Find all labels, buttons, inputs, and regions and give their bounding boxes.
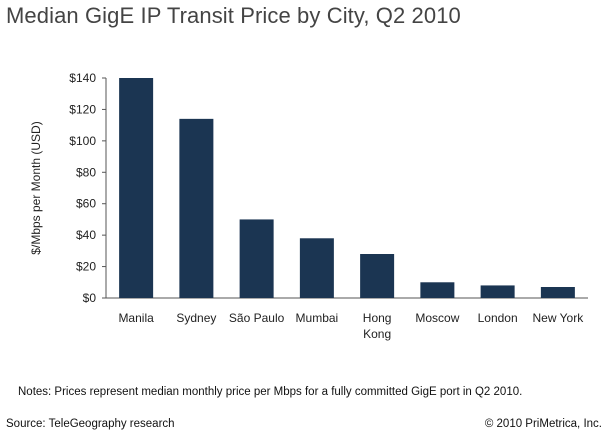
x-tick-label: Manila	[118, 311, 154, 325]
x-tick-label: São Paulo	[229, 311, 285, 325]
y-tick-label: $120	[69, 102, 96, 116]
copyright: © 2010 PriMetrica, Inc.	[484, 418, 602, 430]
bar	[360, 254, 395, 298]
x-tick-label: Mumbai	[296, 311, 339, 325]
y-tick-label: $60	[76, 197, 96, 211]
x-tick-label: New York	[533, 311, 585, 325]
bar-chart: $/Mbps per Month (USD) $0 $20 $40 $60 $80 $100…	[29, 71, 588, 341]
chart-notes: Notes: Prices represent median monthly p…	[18, 386, 523, 398]
y-tick-label: $80	[76, 165, 96, 179]
bar	[540, 287, 575, 298]
bar	[480, 285, 515, 298]
y-axis-label: $/Mbps per Month (USD)	[29, 121, 43, 254]
x-tick-label: Moscow	[415, 311, 459, 325]
bar	[179, 118, 214, 298]
y-tick-label: $40	[76, 228, 96, 242]
x-tick-label: Hong	[363, 311, 392, 325]
y-tick-label: $0	[83, 291, 97, 305]
x-tick-label: Kong	[363, 327, 391, 341]
x-tick-label: London	[478, 311, 518, 325]
chart-title: Median GigE IP Transit Price by City, Q2…	[6, 3, 461, 28]
bar	[119, 78, 154, 298]
bar	[420, 282, 455, 298]
y-tick-label: $140	[69, 71, 96, 85]
y-tick-label: $100	[69, 134, 96, 148]
bar	[239, 219, 274, 298]
x-tick-label: Sydney	[176, 311, 216, 325]
bar	[299, 238, 334, 298]
y-tick-label: $20	[76, 260, 96, 274]
chart-source: Source: TeleGeography research	[6, 418, 175, 430]
